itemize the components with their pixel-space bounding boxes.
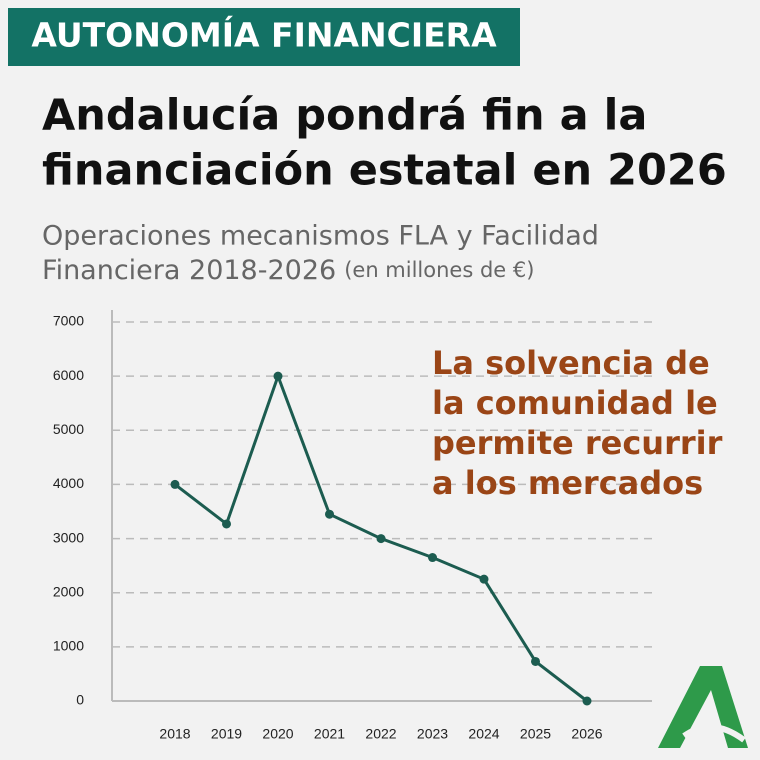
subtitle-note: (en millones de €): [344, 258, 534, 282]
point: [170, 479, 180, 489]
y-tick-label: 3000: [53, 529, 84, 545]
annotation: la comunidad le: [432, 384, 718, 422]
point: [273, 371, 283, 381]
annotation: La solvencia de: [432, 344, 710, 382]
point: [325, 509, 334, 519]
x-tick-label: 2024: [468, 726, 499, 742]
x-tick-label: 2020: [262, 726, 293, 742]
point: [428, 553, 437, 563]
subtitle: Operaciones mecanismos FLA y Facilidad: [42, 221, 599, 252]
subtitle: Financiera 2018-2026 (en millones de €): [42, 255, 534, 286]
x-tick-label: 2022: [365, 726, 396, 742]
y-tick-label: 4000: [53, 475, 84, 491]
banner: AUTONOMÍA FINANCIERA: [31, 15, 497, 55]
title: Andalucía pondrá fin a la: [42, 91, 647, 141]
point: [531, 656, 540, 666]
x-tick-label: 2019: [211, 726, 242, 742]
y-tick-label: 6000: [53, 367, 84, 383]
point: [582, 696, 592, 706]
title: financiación estatal en 2026: [42, 146, 727, 196]
subtitle: Financiera 2018-2026: [42, 255, 336, 286]
logo: [658, 666, 748, 748]
point: [222, 519, 231, 529]
point: [479, 574, 489, 584]
y-tick-label: 5000: [53, 421, 84, 437]
y-tick-label: 7000: [53, 313, 84, 329]
annotation: a los mercados: [432, 464, 703, 502]
x-tick-label: 2026: [571, 726, 602, 742]
annotation: permite recurrir: [432, 424, 723, 462]
x-tick-label: 2018: [159, 726, 190, 742]
y-tick-label: 1000: [53, 638, 84, 654]
x-tick-label: 2021: [314, 726, 345, 742]
y-tick-label: 2000: [53, 583, 84, 599]
banner-box: [8, 8, 520, 66]
x-tick-label: 2023: [417, 726, 448, 742]
point: [376, 534, 386, 544]
logo-swoosh: [682, 723, 746, 743]
y-tick-label: 0: [76, 692, 84, 708]
x-tick-label: 2025: [520, 726, 551, 742]
